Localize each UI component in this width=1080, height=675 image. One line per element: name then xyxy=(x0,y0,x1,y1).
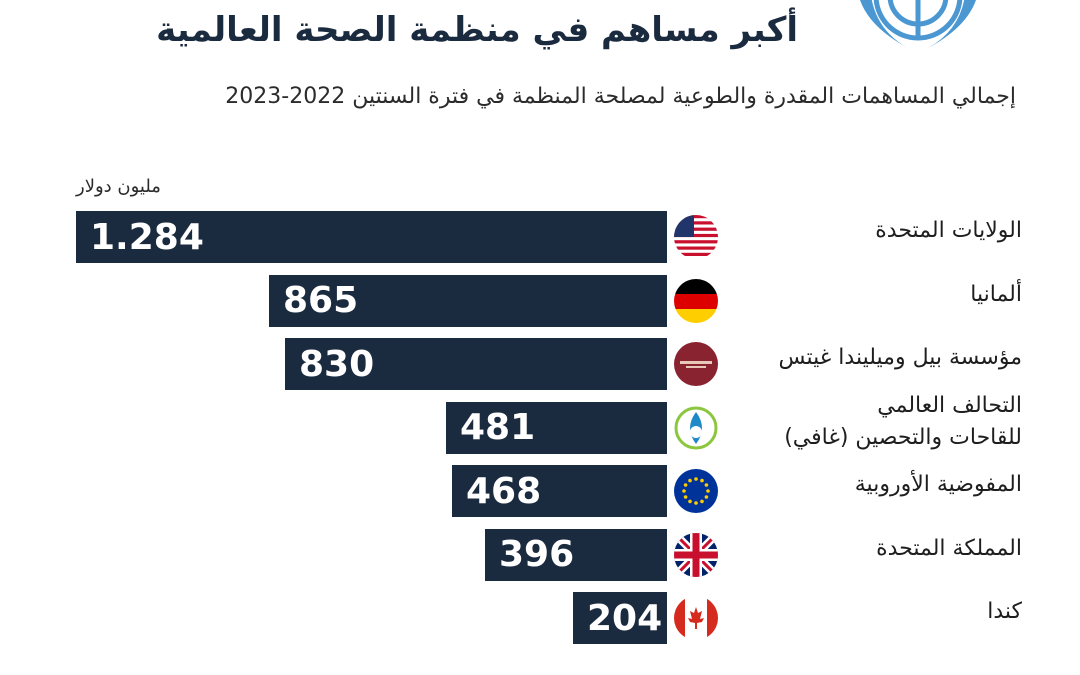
eu-flag-icon xyxy=(674,469,718,513)
chart-title: أكبر مساهم في منظمة الصحة العالمية xyxy=(156,10,798,50)
bar-value-label: 481 xyxy=(460,407,536,448)
category-label: التحالف العالمي للقاحات والتحصين (غافي) xyxy=(784,392,1022,450)
category-label: ألمانيا xyxy=(970,281,1022,307)
bar: 468 xyxy=(452,465,667,517)
gavi-icon xyxy=(674,405,718,450)
bar: 865 xyxy=(269,274,667,327)
category-label: مؤسسة بيل وميليندا غيتس xyxy=(778,345,1022,370)
category-label: المفوضية الأوروبية xyxy=(854,472,1022,497)
category-label: الولايات المتحدة xyxy=(875,218,1022,243)
canada-flag-icon xyxy=(674,596,718,640)
bar: 830 xyxy=(285,338,667,390)
bar-value-label: 1.284 xyxy=(90,216,204,258)
category-label: المملكة المتحدة xyxy=(876,535,1022,561)
bar: 204 xyxy=(573,592,667,644)
un-emblem-icon xyxy=(859,0,977,48)
bar: 396 xyxy=(485,528,667,581)
category-label: كندا xyxy=(987,599,1022,624)
unit-label: مليون دولار xyxy=(76,176,161,197)
bar-value-label: 396 xyxy=(499,534,575,575)
uk-flag-icon xyxy=(674,532,718,577)
bar-value-label: 830 xyxy=(299,343,375,385)
us-flag-icon xyxy=(674,215,718,259)
chart-subtitle: إجمالي المساهمات المقدرة والطوعية لمصلحة… xyxy=(225,84,1016,109)
bar-value-label: 468 xyxy=(466,470,542,512)
bar: 481 xyxy=(446,401,667,454)
germany-flag-icon xyxy=(674,278,718,323)
bar-value-label: 865 xyxy=(283,280,359,321)
bar: 1.284 xyxy=(76,211,667,263)
gates-foundation-icon xyxy=(674,342,718,386)
bar-value-label: 204 xyxy=(587,597,663,639)
